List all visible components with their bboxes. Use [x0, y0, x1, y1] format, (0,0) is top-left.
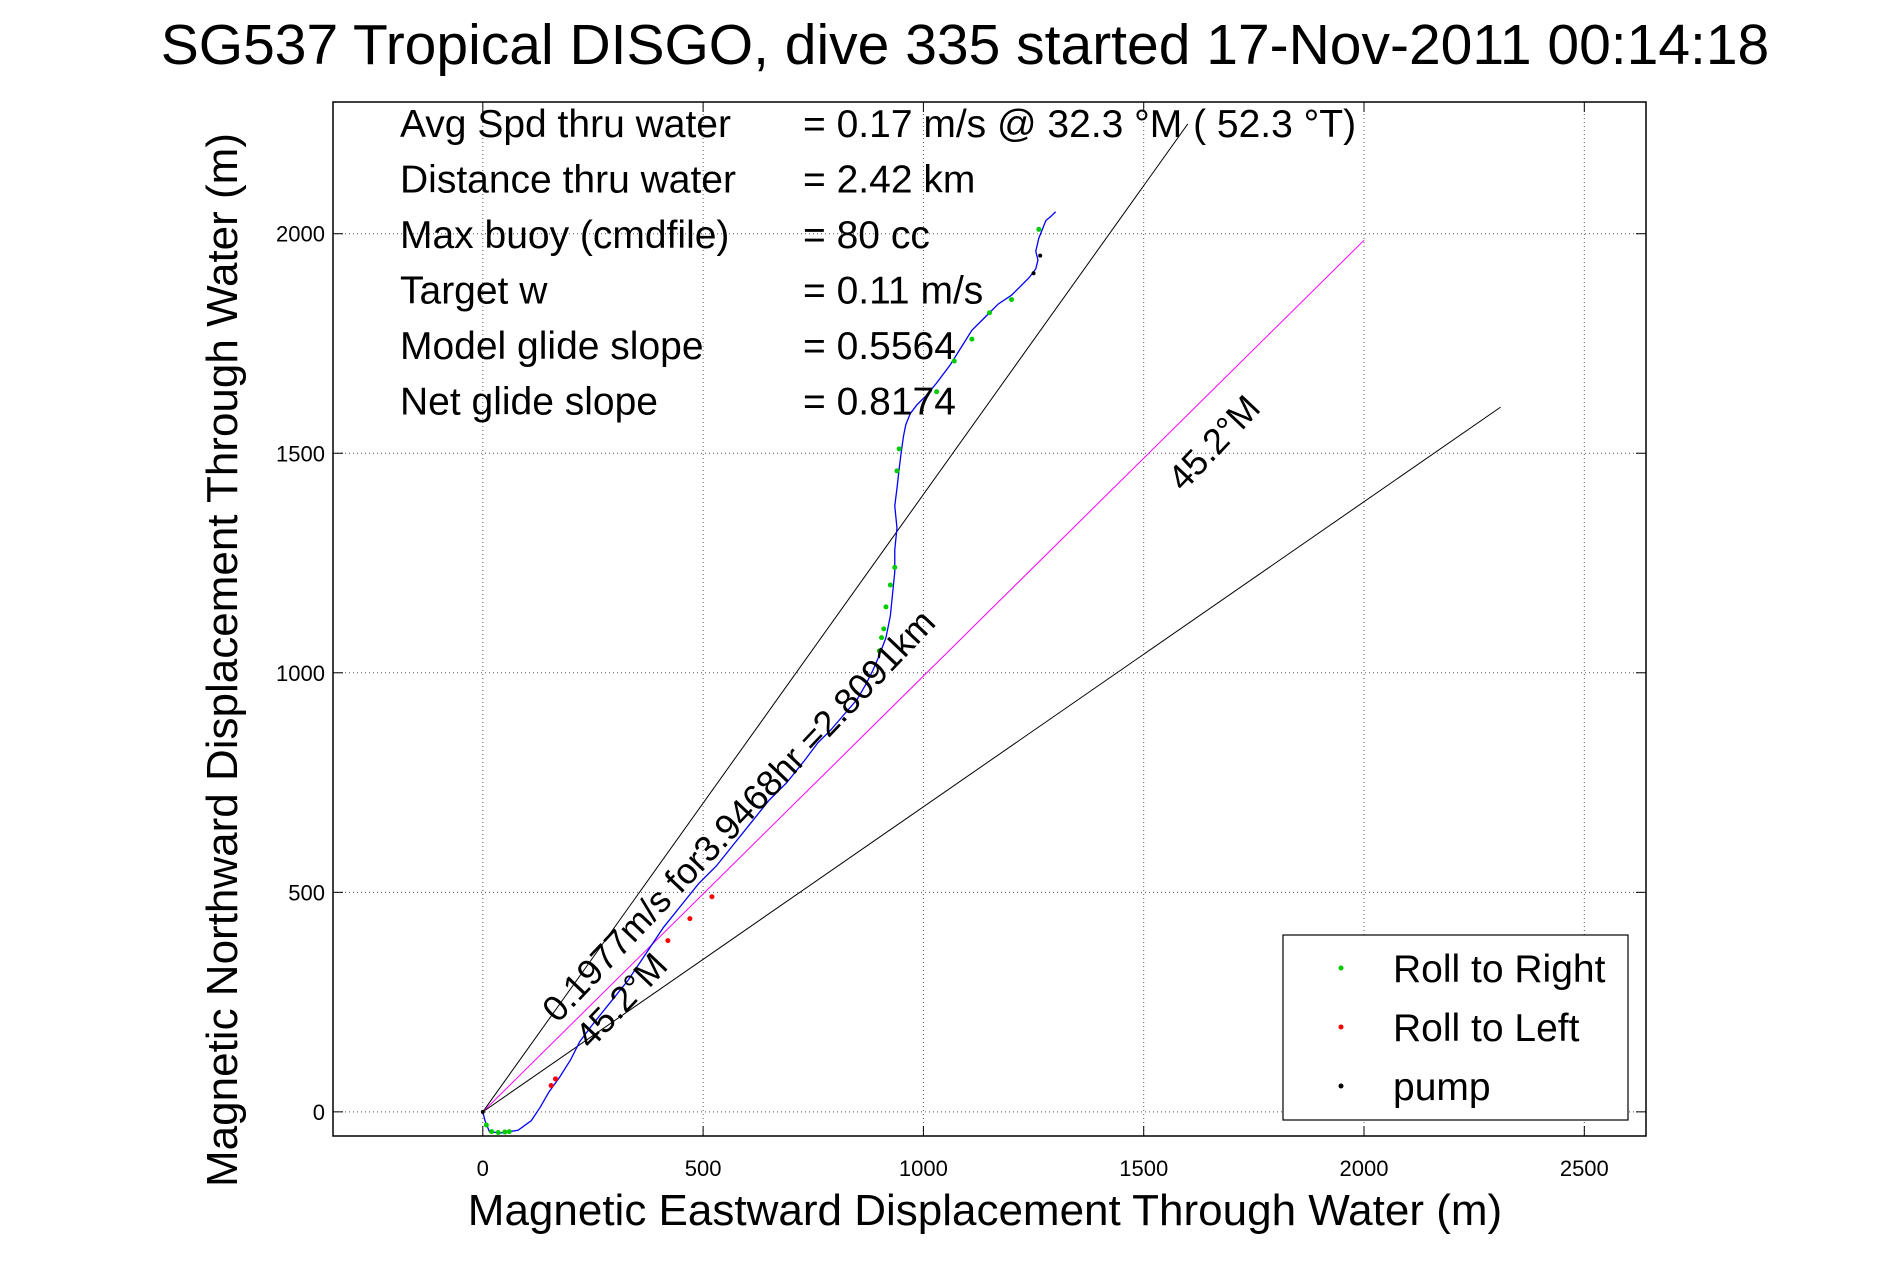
- x-tick-label: 1000: [899, 1156, 948, 1181]
- info-value: = 2.42 km: [803, 159, 975, 202]
- info-label: Model glide slope: [400, 325, 704, 368]
- pump-point: [480, 1109, 485, 1114]
- legend-marker: [1338, 1083, 1344, 1089]
- x-tick-label: 500: [685, 1156, 722, 1181]
- roll-right-point: [951, 358, 957, 364]
- roll-left-point: [553, 1076, 559, 1082]
- info-block: Avg Spd thru water = 0.17 m/s @ 32.3 °M (…: [400, 103, 1356, 424]
- reference-lines: [482, 123, 1501, 1113]
- roll-right-point: [892, 564, 898, 570]
- legend-label: Roll to Left: [1393, 1007, 1580, 1050]
- roll-right-point: [1009, 297, 1015, 303]
- axis-ticks: 0 500 1000 1500 2000 2500 0 500 1000 1500 2000: [276, 102, 1646, 1181]
- reference-line-black-upper: [482, 123, 1189, 1113]
- x-tick-label: 1500: [1119, 1156, 1168, 1181]
- roll-right-point: [506, 1129, 512, 1135]
- y-tick-label: 1500: [276, 441, 325, 466]
- info-value: = 80 cc: [803, 214, 930, 257]
- pump-point: [1031, 271, 1036, 276]
- info-value: = 0.11 m/s: [803, 270, 983, 313]
- info-label: Max buoy (cmdfile): [400, 214, 729, 257]
- roll-right-point: [896, 446, 902, 452]
- y-tick-label: 500: [288, 880, 325, 905]
- legend-label: Roll to Right: [1393, 948, 1606, 991]
- legend-marker: [1338, 965, 1344, 971]
- info-label: Avg Spd thru water: [400, 103, 731, 146]
- info-label: Distance thru water: [400, 159, 736, 202]
- info-value: = 0.5564: [803, 325, 956, 368]
- roll-right-point: [876, 648, 882, 654]
- roll-right-point: [934, 389, 940, 395]
- roll-left-point: [687, 916, 693, 922]
- axes-box: [332, 101, 1647, 1137]
- roll-right-point: [483, 1122, 489, 1128]
- info-value: = 0.8174: [803, 381, 956, 424]
- y-axis-label: Magnetic Northward Displacement Through …: [198, 133, 247, 1187]
- chart-title: SG537 Tropical DISGO, dive 335 started 1…: [161, 13, 1770, 77]
- x-tick-label: 2500: [1560, 1156, 1609, 1181]
- roll-right-point: [489, 1129, 495, 1135]
- roll-right-point: [1036, 226, 1042, 232]
- y-tick-label: 0: [313, 1100, 325, 1125]
- legend-label: pump: [1393, 1066, 1491, 1109]
- roll-right-point: [883, 604, 889, 610]
- track-line: [482, 211, 1057, 1134]
- roll-left-point: [665, 938, 671, 944]
- roll-right-point: [894, 468, 900, 474]
- info-value: = 0.17 m/s @ 32.3 °M ( 52.3 °T): [803, 103, 1356, 146]
- roll-right-point: [502, 1129, 508, 1135]
- roll-right-point: [987, 310, 992, 316]
- roll-right-point: [879, 635, 885, 641]
- roll-right-point: [887, 582, 893, 588]
- x-axis-label: Magnetic Eastward Displacement Through W…: [468, 1186, 1502, 1235]
- legend-marker: [1338, 1024, 1344, 1030]
- info-label: Target w: [400, 270, 548, 313]
- pump-point: [864, 670, 869, 675]
- roll-right-point: [969, 336, 975, 342]
- roll-left-point: [709, 894, 715, 900]
- roll-left-point: [548, 1083, 554, 1089]
- pump-point: [1038, 253, 1043, 258]
- grid-lines: [333, 102, 1646, 1136]
- legend: Roll to Right Roll to Left pump: [1282, 934, 1629, 1121]
- x-tick-label: 0: [477, 1156, 489, 1181]
- x-tick-label: 2000: [1340, 1156, 1389, 1181]
- roll-right-point: [495, 1129, 501, 1135]
- reference-line-black-lower: [482, 406, 1501, 1113]
- y-tick-label: 1000: [276, 661, 325, 686]
- reference-line-magenta-mean: [482, 239, 1365, 1113]
- marker-points: [480, 226, 1043, 1135]
- y-tick-label: 2000: [276, 222, 325, 247]
- roll-right-point: [881, 626, 887, 632]
- track-series: [482, 211, 1057, 1134]
- info-label: Net glide slope: [400, 381, 658, 424]
